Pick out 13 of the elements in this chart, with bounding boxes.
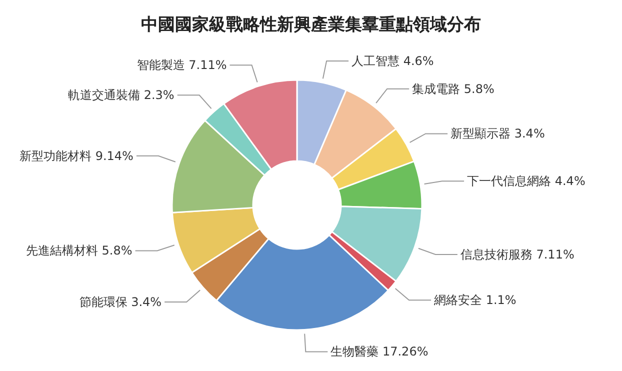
slice-label: 新型顯示器 3.4%	[450, 126, 545, 141]
slice-label: 集成電路 5.8%	[412, 82, 494, 96]
slice-label: 信息技術服務 7.11%	[460, 247, 574, 262]
slice-label: 節能環保 3.4%	[79, 295, 162, 310]
slice-label: 網絡安全 1.1%	[433, 293, 516, 308]
slice-label: 先進結構材料 5.8%	[26, 244, 132, 258]
slice-label: 人工智慧 4.6%	[352, 54, 434, 68]
slice-label: 新型功能材料 9.14%	[20, 148, 134, 163]
slice-label: 生物醫藥 17.26%	[330, 344, 428, 359]
slice-label: 軌道交通裝備 2.3%	[68, 88, 174, 102]
slice-label: 下一代信息網絡 4.4%	[467, 174, 586, 188]
chart-title: 中國國家級戰略性新興產業集羣重點領域分布	[141, 15, 481, 35]
slice-label: 智能製造 7.11%	[136, 58, 227, 72]
